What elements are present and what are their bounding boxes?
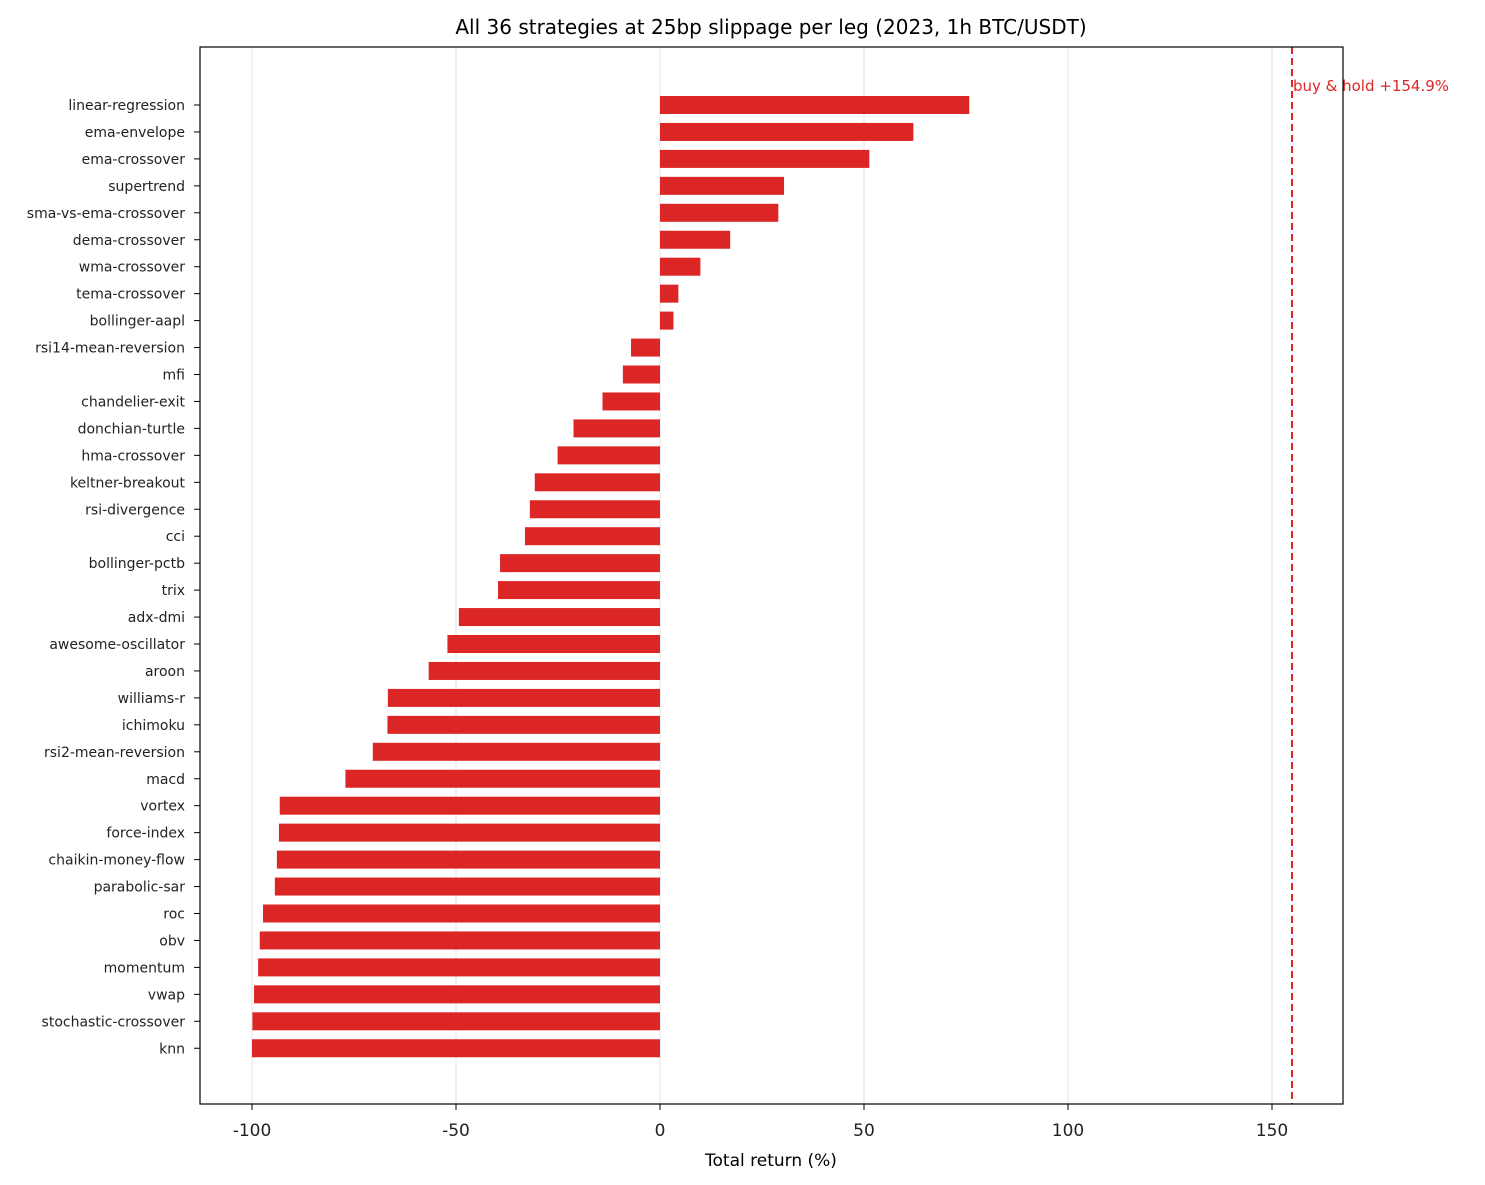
bar-ichimoku bbox=[387, 715, 660, 734]
y-tick-label: rsi-divergence bbox=[85, 502, 185, 518]
y-tick-label: vwap bbox=[148, 987, 185, 1003]
bar-knn bbox=[252, 1039, 660, 1058]
y-tick-label: dema-crossover bbox=[73, 233, 186, 249]
y-tick-label: ema-envelope bbox=[85, 125, 185, 141]
y-tick-label: momentum bbox=[104, 960, 185, 976]
bar-supertrend bbox=[660, 176, 785, 195]
buy-hold-reference: buy & hold +154.9% bbox=[1290, 47, 1449, 1104]
y-tick-label: chaikin-money-flow bbox=[48, 853, 185, 869]
y-tick-label: rsi2-mean-reversion bbox=[44, 745, 185, 761]
y-tick-label: force-index bbox=[106, 826, 185, 842]
bar-rsi14-mean-reversion bbox=[631, 338, 660, 357]
x-tick-label: 50 bbox=[853, 1121, 875, 1141]
y-axis: linear-regression ema-envelope ema-crossov… bbox=[27, 98, 200, 1057]
y-tick-label: adx-dmi bbox=[128, 610, 185, 626]
bar-rsi2-mean-reversion bbox=[372, 742, 660, 761]
y-tick-label: chandelier-exit bbox=[81, 394, 185, 410]
bar-vortex bbox=[279, 796, 660, 815]
y-tick-label: vortex bbox=[140, 799, 185, 815]
bar-stochastic-crossover bbox=[252, 1012, 660, 1031]
y-tick-label: ema-crossover bbox=[82, 152, 186, 168]
y-tick-label: sma-vs-ema-crossover bbox=[27, 206, 185, 222]
x-tick-label: -100 bbox=[233, 1121, 272, 1141]
bar-wma-crossover bbox=[660, 257, 701, 276]
plot-frame bbox=[199, 46, 1344, 1105]
x-tick-label: 150 bbox=[1256, 1121, 1288, 1141]
bar-bollinger-pctb bbox=[500, 554, 660, 573]
bar-obv bbox=[259, 931, 660, 950]
bar-macd bbox=[345, 769, 660, 788]
x-tick-label: 100 bbox=[1052, 1121, 1084, 1141]
y-tick-label: mfi bbox=[163, 368, 185, 384]
buy-hold-label: buy & hold +154.9% bbox=[1293, 77, 1449, 95]
y-tick-label: parabolic-sar bbox=[94, 880, 186, 896]
y-tick-label: awesome-oscillator bbox=[49, 637, 185, 653]
bar-chandelier-exit bbox=[602, 392, 660, 411]
y-tick-label: rsi14-mean-reversion bbox=[35, 341, 185, 357]
y-tick-label: supertrend bbox=[108, 179, 185, 195]
y-tick-label: bollinger-pctb bbox=[89, 556, 185, 572]
x-axis: -100 -50 0 50 100 150 bbox=[233, 1104, 1288, 1141]
y-tick-label: stochastic-crossover bbox=[42, 1014, 186, 1030]
bar-force-index bbox=[278, 823, 660, 842]
bar-dema-crossover bbox=[660, 230, 731, 249]
x-tick-label: 0 bbox=[655, 1121, 666, 1141]
bar-keltner-breakout bbox=[534, 473, 660, 492]
bar-awesome-oscillator bbox=[447, 635, 660, 653]
chart-title: All 36 strategies at 25bp slippage per l… bbox=[455, 15, 1086, 39]
bar-aroon bbox=[428, 661, 660, 680]
bar-sma-vs-ema-crossover bbox=[660, 203, 779, 222]
bar-donchian-turtle bbox=[573, 419, 660, 438]
gridlines bbox=[251, 47, 1273, 1104]
bar-adx-dmi bbox=[458, 608, 660, 627]
bar-roc bbox=[263, 904, 660, 923]
bar-bollinger-aapl bbox=[660, 311, 674, 330]
bar-parabolic-sar bbox=[274, 877, 660, 896]
bar-williams-r bbox=[387, 688, 660, 707]
bars bbox=[252, 96, 970, 1058]
y-tick-label: donchian-turtle bbox=[78, 421, 185, 437]
y-tick-label: trix bbox=[162, 583, 185, 599]
y-tick-label: roc bbox=[163, 907, 185, 923]
bar-chaikin-money-flow bbox=[276, 850, 660, 869]
bar-mfi bbox=[622, 365, 660, 384]
y-tick-label: cci bbox=[166, 529, 185, 545]
bar-linear-regression bbox=[660, 96, 970, 114]
y-tick-label: tema-crossover bbox=[76, 287, 185, 303]
y-tick-label: hma-crossover bbox=[81, 448, 185, 464]
bar-vwap bbox=[254, 985, 661, 1004]
x-tick-label: -50 bbox=[442, 1121, 470, 1141]
bar-ema-crossover bbox=[660, 149, 870, 168]
x-axis-label: Total return (%) bbox=[704, 1151, 837, 1171]
y-tick-label: bollinger-aapl bbox=[90, 314, 185, 330]
y-tick-label: knn bbox=[159, 1041, 185, 1057]
bar-rsi-divergence bbox=[529, 500, 660, 519]
y-tick-label: obv bbox=[159, 933, 185, 949]
bar-trix bbox=[498, 581, 660, 600]
bar-ema-envelope bbox=[660, 122, 914, 141]
y-tick-label: ichimoku bbox=[122, 718, 185, 734]
bar-momentum bbox=[258, 958, 660, 977]
bar-hma-crossover bbox=[557, 446, 660, 465]
y-tick-label: williams-r bbox=[118, 691, 186, 707]
y-tick-label: macd bbox=[146, 772, 185, 788]
y-tick-label: aroon bbox=[145, 664, 185, 680]
bar-tema-crossover bbox=[660, 284, 679, 303]
y-tick-label: linear-regression bbox=[68, 98, 185, 114]
y-tick-label: wma-crossover bbox=[79, 260, 185, 276]
y-tick-label: keltner-breakout bbox=[70, 475, 186, 491]
bar-cci bbox=[524, 527, 660, 546]
